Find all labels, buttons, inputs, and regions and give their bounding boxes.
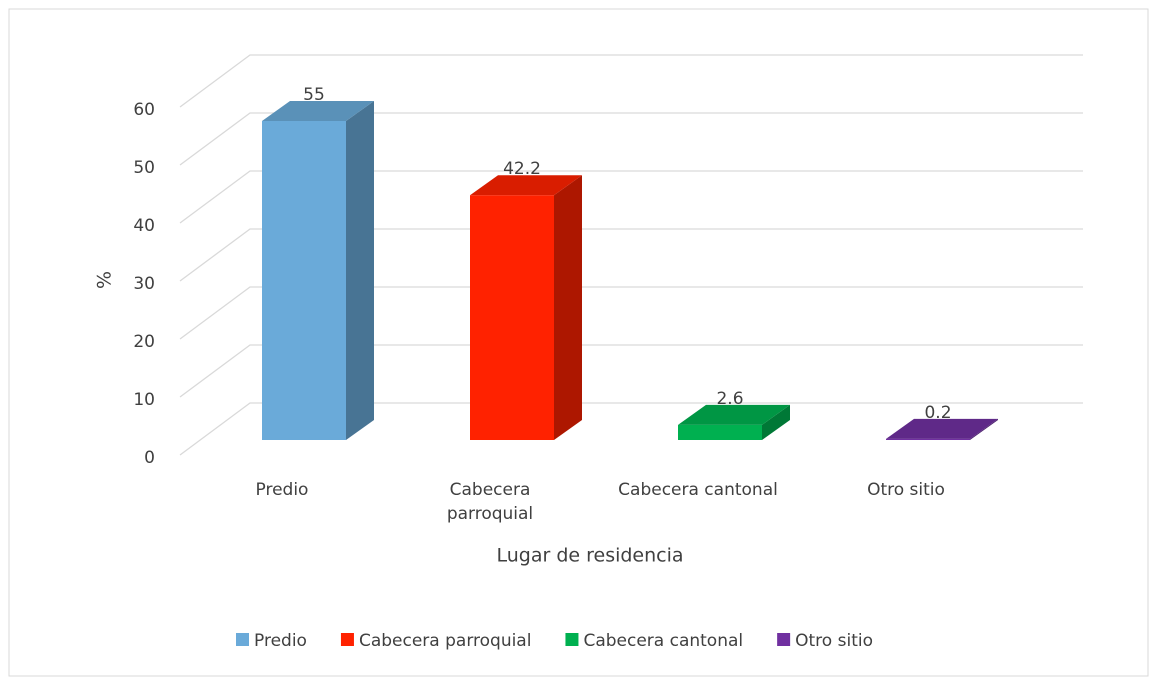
bar <box>262 101 374 440</box>
x-tick-label-line: Cabecera <box>450 480 531 500</box>
grid-line <box>179 228 1083 282</box>
x-tick-label: Cabecera cantonal <box>618 480 778 500</box>
legend-label: Otro sitio <box>795 631 873 651</box>
bar-side <box>554 175 582 441</box>
y-tick-label: 10 <box>133 390 155 410</box>
bar-front <box>470 195 554 440</box>
grid-line <box>179 170 1083 224</box>
y-tick-label: 60 <box>133 100 155 120</box>
legend-swatch <box>340 633 354 646</box>
value-label: 2.6 <box>716 389 743 409</box>
bar-front <box>262 121 346 440</box>
bar <box>886 418 998 440</box>
bar-side <box>762 404 790 440</box>
x-tick-label: Cabecera parroquial <box>447 480 533 524</box>
x-tick-label: Predio <box>256 480 309 500</box>
bar-top <box>678 404 790 425</box>
grid-line <box>179 344 1083 398</box>
x-axis-title: Lugar de residencia <box>496 545 683 567</box>
x-tick-label-line: parroquial <box>447 504 533 524</box>
legend-label: Cabecera parroquial <box>359 631 532 651</box>
bar <box>678 404 790 440</box>
legend-label: Predio <box>254 631 307 651</box>
legend-label: Cabecera cantonal <box>583 631 743 651</box>
legend-swatch <box>777 633 791 646</box>
bar-side <box>346 101 374 440</box>
bar-side <box>970 418 998 440</box>
value-label: 42.2 <box>503 159 541 179</box>
value-label: 55 <box>303 85 325 105</box>
y-tick-label: 0 <box>144 448 155 468</box>
bar-top <box>470 175 582 196</box>
bar-front <box>678 424 762 440</box>
y-axis-title: % <box>94 271 116 289</box>
bar-top <box>262 101 374 121</box>
legend-swatch <box>565 633 579 646</box>
y-tick-label: 20 <box>133 332 155 352</box>
grid-line <box>179 286 1083 340</box>
legend-swatch <box>236 633 249 646</box>
y-tick-label: 30 <box>133 274 155 294</box>
grid-line <box>179 402 1083 456</box>
bar <box>470 175 582 441</box>
y-tick-label: 40 <box>133 216 155 236</box>
bar-top <box>886 418 998 439</box>
x-tick-label: Otro sitio <box>867 480 945 500</box>
value-label: 0.2 <box>924 403 951 423</box>
grid-line <box>179 112 1083 166</box>
grid-line <box>179 54 1083 108</box>
y-tick-label: 50 <box>133 158 155 178</box>
bar-front <box>886 438 970 440</box>
